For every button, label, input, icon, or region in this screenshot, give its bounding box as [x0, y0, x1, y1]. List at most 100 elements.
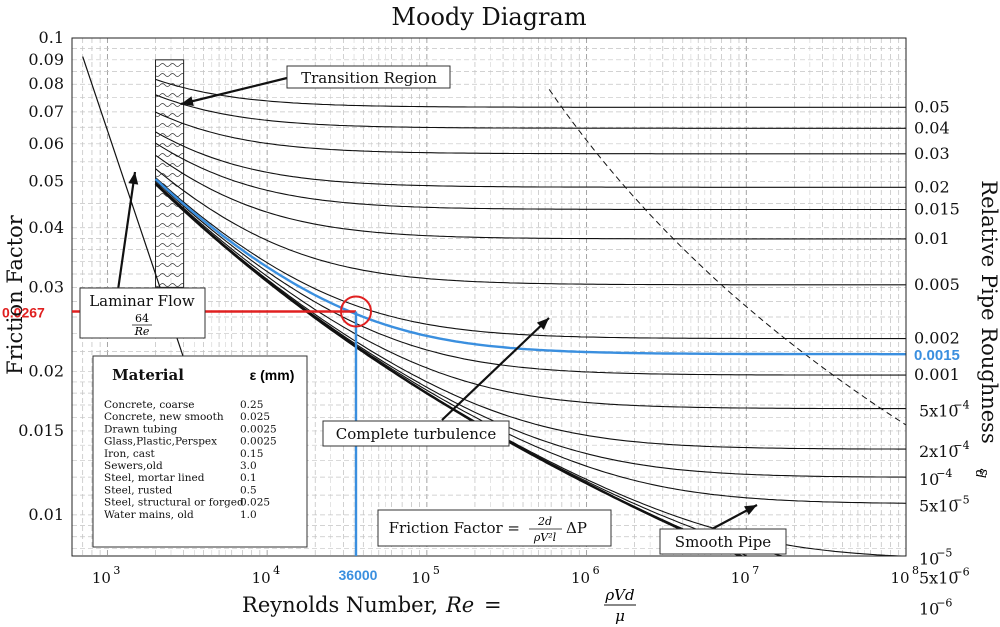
x-tick-exp: 3: [113, 564, 120, 577]
smooth-pipe-box: [659, 528, 787, 555]
roughness-label-exponent: −6: [936, 596, 952, 609]
roughness-label-exponent: −4: [953, 439, 969, 452]
roughness-label-exponent: −4: [953, 399, 969, 412]
x-tick-base: 10: [890, 569, 909, 587]
roughness-label: 0.001: [914, 365, 960, 384]
x-tick-label: 10 4: [252, 564, 281, 587]
material-name: Sewers,old: [104, 460, 163, 472]
x-tick-exp: 5: [433, 564, 440, 577]
y-tick-label: 0.03: [28, 277, 64, 296]
arrow-shaft: [441, 317, 550, 421]
transition-region-box: [155, 59, 185, 288]
highlight-circle: [339, 295, 372, 328]
material-table-row: Iron, cast 0.15: [104, 448, 263, 460]
complete-turbulence-box: [322, 420, 510, 447]
formula-den: ρV²l: [533, 531, 557, 544]
right-axis-frac-den: d: [972, 470, 987, 478]
x-tick-base: 10: [92, 569, 111, 587]
laminar-arrow: [116, 171, 139, 291]
laminar-label: Laminar Flow: [89, 292, 195, 310]
y-tick-label: 0.05: [28, 172, 64, 191]
roughness-label: 10−6: [919, 596, 952, 618]
y-tick-label: 0.08: [28, 74, 64, 93]
highlight-re-label: 36000: [339, 567, 378, 583]
y-axis-label: Friction Factor: [3, 214, 27, 375]
formula-num: 2d: [537, 515, 552, 528]
roughness-label-mantissa: 10: [919, 599, 939, 618]
roughness-curve: [155, 181, 906, 410]
x-axis-label-var: Re: [445, 593, 474, 617]
material-table-row: Concrete, coarse 0.25: [104, 399, 263, 411]
x-tick-exp: 8: [912, 564, 919, 577]
x-tick-base: 10: [411, 569, 430, 587]
smooth-pipe-arrow: [711, 504, 758, 530]
arrow-head: [181, 96, 194, 106]
y-tick-label: 0.01: [28, 505, 64, 524]
roughness-curve: [155, 168, 906, 286]
x-tick-exp: 7: [752, 564, 759, 577]
chart-title: Moody Diagram: [391, 3, 586, 31]
y-tick-label: 0.06: [28, 134, 64, 153]
smooth-pipe-curve: [154, 182, 744, 556]
y-tick-label: 0.1: [39, 28, 64, 47]
material-table-row: Sewers,old 3.0: [104, 460, 257, 472]
transition-label-box: [286, 65, 451, 89]
roughness-label: 5x10−4: [919, 399, 970, 421]
roughness-label: 0.02: [914, 177, 950, 196]
roughness-label: 0.015: [914, 200, 960, 219]
roughness-label: 5x10−6: [919, 565, 970, 587]
material-eps: 3.0: [240, 460, 257, 472]
arrow-shaft: [116, 171, 137, 291]
x-axis-label-frac-num: ρVd: [604, 586, 634, 604]
material-table-row: Drawn tubing 0.0025: [104, 423, 277, 435]
x-tick-base: 10: [571, 569, 590, 587]
roughness-label-exponent: −5: [936, 546, 952, 559]
material-table-header-material: Material: [112, 366, 184, 384]
formula-left: Friction Factor =: [389, 519, 520, 537]
transition-arrow: [180, 76, 288, 106]
material-name: Steel, rusted: [104, 484, 172, 496]
roughness-label: 0.03: [914, 144, 950, 163]
material-name: Iron, cast: [104, 448, 155, 460]
x-tick-exp: 4: [273, 564, 280, 577]
x-tick-labels: 10 3 10 4 10 5 10 6 10 7 10 8: [92, 564, 919, 587]
roughness-label-mantissa: 5x10: [919, 402, 959, 421]
roughness-curve: [155, 111, 906, 155]
material-name: Concrete, coarse: [104, 399, 194, 411]
laminar-label-box: [79, 287, 206, 339]
roughness-label: 0.05: [914, 97, 950, 116]
y-tick-label: 0.09: [28, 50, 64, 69]
material-name: Concrete, new smooth: [104, 411, 224, 423]
smooth-pipe-label: Smooth Pipe: [675, 533, 772, 551]
roughness-label-mantissa: 5x10: [919, 496, 959, 515]
highlight-eps-label: 0.0015: [914, 347, 960, 364]
highlight-curve: [154, 178, 906, 356]
roughness-label-mantissa: 2x10: [919, 442, 959, 461]
material-name: Steel, mortar lined: [104, 472, 205, 484]
material-table-row: Glass,Plastic,Perspex 0.0025: [104, 436, 277, 448]
right-axis-label-text: Relative Pipe Roughness: [977, 180, 1000, 443]
material-eps: 0.025: [240, 497, 270, 509]
complete-turbulence-label: Complete turbulence: [336, 425, 497, 443]
material-table-header-eps: ε (mm): [250, 367, 295, 383]
x-tick-label: 10 8: [890, 564, 919, 587]
roughness-label-exponent: −5: [953, 493, 969, 506]
roughness-label: 0.04: [914, 118, 950, 137]
material-table: [92, 355, 308, 548]
roughness-label: 10−4: [919, 467, 952, 489]
arrow-head: [744, 505, 757, 516]
roughness-curve: [155, 154, 906, 240]
roughness-curve: [155, 131, 906, 188]
x-axis-label: Reynolds Number, Re = ρVd μ: [242, 586, 636, 625]
roughness-label: 5x10−5: [919, 493, 970, 515]
material-name: Steel, structural or forged: [104, 497, 244, 509]
x-tick-label: 10 3: [92, 564, 121, 587]
roughness-label-mantissa: 5x10: [919, 568, 959, 587]
material-eps: 0.25: [240, 399, 263, 411]
material-table-row: Steel, mortar lined 0.1: [104, 472, 257, 484]
material-eps: 0.025: [240, 411, 270, 423]
y-tick-label: 0.04: [28, 218, 64, 237]
transition-label: Transition Region: [301, 69, 437, 87]
